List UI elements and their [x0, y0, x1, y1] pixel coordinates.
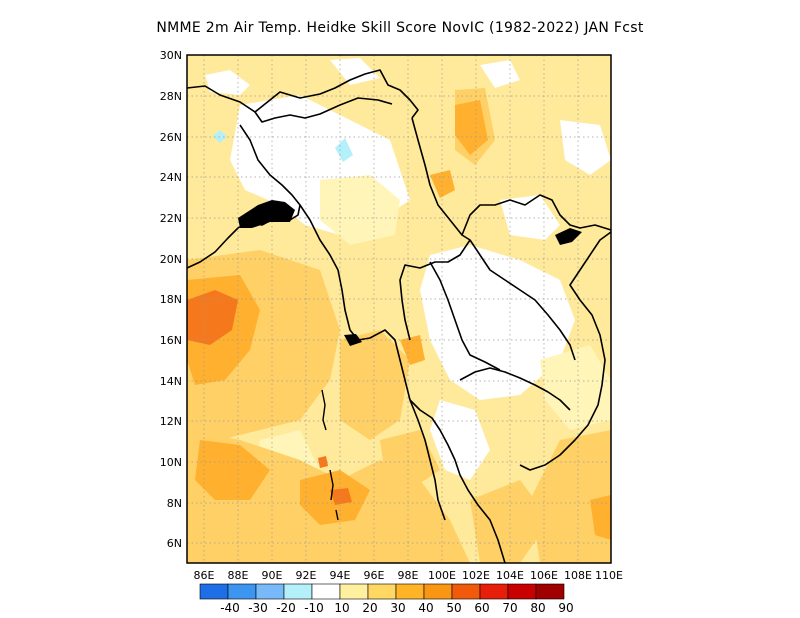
lat-label: 10N: [160, 456, 182, 469]
myanmar-coast: [299, 204, 446, 521]
india-east-coast: [186, 227, 239, 269]
colorbar-labels: -40 -30 -20 -10 10 20 30 40 50 60 70 80 …: [220, 601, 573, 615]
colorbar-swatch: [227, 583, 257, 600]
lat-label: 14N: [160, 375, 182, 388]
bhutan-nepal-border: [254, 97, 393, 123]
colorbar-label: 50: [446, 601, 461, 615]
lon-label: 96E: [364, 569, 385, 582]
vietnam-coast: [519, 231, 612, 471]
lon-label: 106E: [530, 569, 558, 582]
colorbar-label: -20: [276, 601, 296, 615]
lat-label: 16N: [160, 334, 182, 347]
lon-label: 94E: [330, 569, 351, 582]
laos-vietnam-border: [469, 239, 576, 361]
thailand-laos-border: [429, 261, 501, 371]
colorbar-swatch: [311, 583, 341, 600]
colorbar-swatch: [395, 583, 425, 600]
lat-label: 8N: [167, 497, 182, 510]
lat-label: 30N: [160, 49, 182, 62]
skill-score-map: [186, 54, 612, 564]
lon-label: 110E: [595, 569, 623, 582]
colorbar-swatch: [255, 583, 285, 600]
colorbar-label: 40: [418, 601, 433, 615]
colorbar-swatch: [479, 583, 509, 600]
colorbar-swatch: [283, 583, 313, 600]
lon-label: 88E: [228, 569, 249, 582]
lat-label: 6N: [167, 537, 182, 550]
colorbar-label: 70: [502, 601, 517, 615]
grid-lines: [187, 55, 611, 563]
himalaya-border: [186, 69, 419, 119]
colorbar-swatch: [507, 583, 537, 600]
lat-label: 20N: [160, 253, 182, 266]
lat-label: 26N: [160, 131, 182, 144]
colorbar-label: 60: [474, 601, 489, 615]
colorbar-swatch: [199, 583, 229, 600]
colorbar-label: -30: [248, 601, 268, 615]
lon-label: 90E: [262, 569, 283, 582]
lon-label: 86E: [194, 569, 215, 582]
colorbar-swatch: [339, 583, 369, 600]
delta-islands: [238, 200, 582, 346]
colorbar-label: 10: [334, 601, 349, 615]
colorbar-label: 90: [558, 601, 573, 615]
colorbar-swatch: [535, 583, 565, 600]
lat-label: 24N: [160, 171, 182, 184]
lon-label: 98E: [398, 569, 419, 582]
lon-label: 102E: [462, 569, 490, 582]
skill-30-40-regions: [187, 88, 611, 563]
lon-label: 92E: [296, 569, 317, 582]
lon-label: 108E: [564, 569, 592, 582]
colorbar-label: 30: [390, 601, 405, 615]
colorbar-label: -40: [220, 601, 240, 615]
coastlines-borders: [186, 69, 612, 564]
lat-label: 22N: [160, 212, 182, 225]
colorbar: [199, 583, 565, 600]
negative-skill-spots: [213, 130, 353, 162]
myanmar-border: [399, 117, 471, 341]
latitude-labels: 30N 28N 26N 24N 22N 20N 18N 16N 14N 12N …: [160, 49, 182, 550]
andaman-islands: [321, 389, 339, 521]
thailand-gulf-coast: [409, 399, 506, 564]
map-title: NMME 2m Air Temp. Heidke Skill Score Nov…: [156, 20, 644, 36]
colorbar-label: 20: [362, 601, 377, 615]
colorbar-label: 80: [530, 601, 545, 615]
colorbar-swatch: [367, 583, 397, 600]
lat-label: 18N: [160, 293, 182, 306]
colorbar-swatch: [451, 583, 481, 600]
colorbar-label: -10: [304, 601, 324, 615]
lat-label: 28N: [160, 90, 182, 103]
colorbar-swatch: [423, 583, 453, 600]
longitude-labels: 86E 88E 90E 92E 94E 96E 98E 100E 102E 10…: [194, 569, 623, 582]
map-frame: [186, 54, 612, 564]
cambodia-border: [459, 367, 571, 411]
lat-label: 12N: [160, 415, 182, 428]
china-laos-border: [461, 194, 612, 236]
lon-label: 104E: [496, 569, 524, 582]
lon-label: 100E: [428, 569, 456, 582]
